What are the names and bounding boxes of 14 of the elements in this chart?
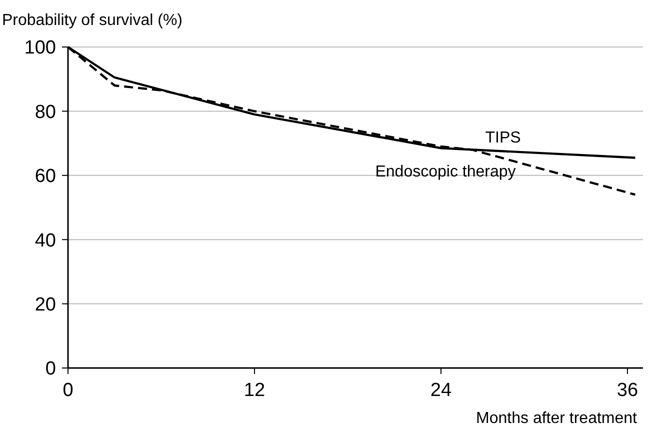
x-tick-label: 12 [244, 380, 266, 401]
y-tick-label: 60 [34, 166, 56, 188]
series-label: Endoscopic therapy [375, 164, 516, 181]
y-axis-title: Probability of survival (%) [2, 12, 182, 29]
series-label: TIPS [485, 130, 521, 147]
x-tick-label: 24 [430, 380, 452, 401]
y-tick-label: 80 [34, 102, 56, 123]
x-axis-title: Months after treatment [476, 410, 638, 427]
y-tick-label: 40 [34, 230, 56, 252]
y-tick-label: 20 [34, 294, 56, 316]
y-tick-label: 100 [24, 38, 56, 59]
x-tick-label: 0 [62, 380, 74, 401]
x-tick-label: 36 [616, 380, 638, 401]
y-tick-label: 0 [45, 358, 56, 380]
